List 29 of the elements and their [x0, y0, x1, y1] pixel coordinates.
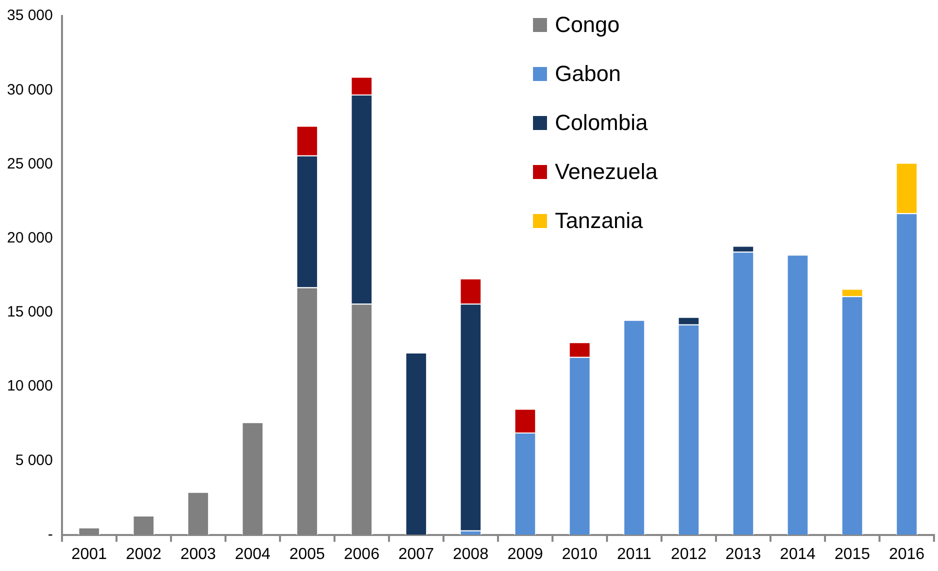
x-tick-label: 2005: [289, 546, 326, 563]
x-tick-label: 2004: [234, 546, 271, 563]
x-tick-label: 2014: [780, 546, 816, 563]
legend-label: Gabon: [554, 60, 621, 86]
y-tick-label: 15 000: [6, 304, 53, 321]
legend-label: Venezuela: [554, 158, 658, 184]
x-tick-label: 2015: [834, 546, 870, 563]
x-tick-label: 2006: [344, 546, 380, 563]
x-tick-label: 2011: [617, 546, 652, 563]
y-tick-label: 10 000: [6, 378, 53, 395]
legend-label: Colombia: [554, 110, 648, 136]
x-tick-label: 2010: [562, 546, 598, 563]
y-tick-label: 35 000: [6, 7, 53, 24]
y-tick-label: 5 000: [15, 452, 53, 469]
y-tick-label: 30 000: [6, 81, 53, 98]
x-tick-label: 2007: [398, 546, 434, 563]
y-tick-label: 20 000: [6, 229, 53, 246]
legend-label: Tanzania: [554, 208, 643, 234]
y-tick-label: 25 000: [6, 155, 53, 172]
y-tick-label: -: [48, 526, 53, 543]
x-tick-label: 2008: [452, 546, 489, 563]
x-tick-label: 2001: [71, 546, 108, 563]
x-tick-label: 2002: [126, 546, 162, 563]
x-tick-label: 2009: [507, 546, 544, 563]
x-tick-label: 2013: [725, 546, 762, 563]
x-tick-label: 2016: [888, 546, 925, 563]
x-tick-label: 2012: [670, 546, 707, 563]
legend-label: Congo: [554, 12, 620, 38]
x-tick-label: 2003: [180, 546, 216, 563]
